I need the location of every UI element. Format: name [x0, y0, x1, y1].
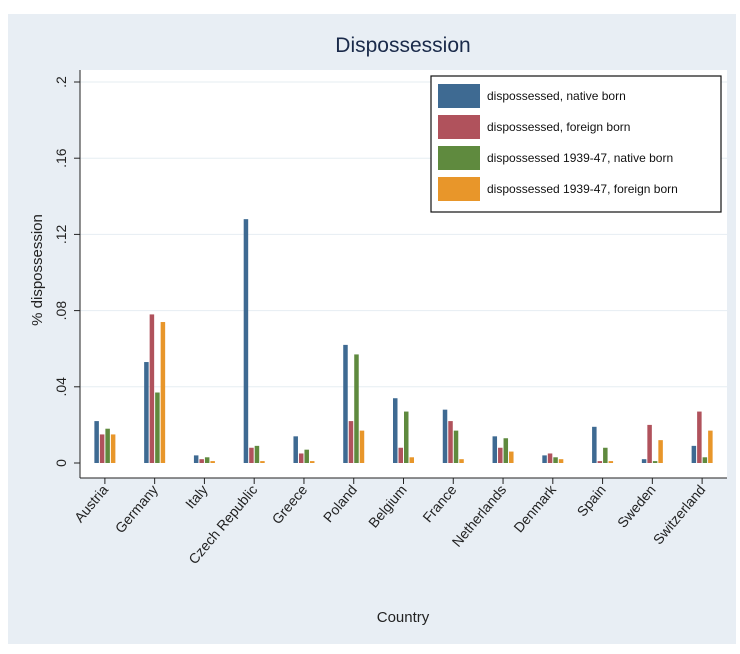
- bar: [398, 447, 403, 463]
- bar: [453, 430, 459, 463]
- bar: [304, 449, 309, 463]
- bar: [691, 445, 697, 463]
- bar: [553, 457, 558, 463]
- bar: [608, 461, 614, 463]
- bar: [359, 430, 365, 463]
- bar: [509, 451, 514, 463]
- x-tick-label: Poland: [320, 482, 360, 526]
- bar: [547, 453, 553, 463]
- bar: [94, 421, 99, 463]
- legend-label: dispossessed 1939-47, native born: [487, 151, 673, 165]
- bar: [542, 455, 547, 463]
- bar: [409, 457, 414, 463]
- bar: [597, 461, 603, 463]
- y-tick-label: .08: [53, 301, 69, 321]
- bar: [603, 447, 608, 463]
- y-axis-title: % dispossession: [29, 214, 46, 326]
- bar: [193, 455, 199, 463]
- chart-title: Dispossession: [335, 34, 470, 57]
- bar: [459, 459, 464, 463]
- bars: [94, 219, 713, 463]
- x-tick-label: Germany: [112, 482, 161, 536]
- x-tick-label: France: [419, 481, 459, 525]
- x-tick-label: Greece: [268, 481, 310, 527]
- bar: [448, 421, 453, 463]
- bar: [110, 434, 116, 463]
- y-tick-label: 0: [53, 459, 69, 467]
- bar: [155, 392, 160, 463]
- legend-swatch: [438, 177, 480, 201]
- y-tick-label: .04: [53, 377, 69, 397]
- bar: [658, 440, 663, 463]
- bar: [404, 411, 409, 463]
- bar: [697, 411, 702, 463]
- bar: [641, 459, 647, 463]
- bar: [144, 362, 149, 463]
- bar: [343, 344, 348, 463]
- bar: [293, 436, 298, 463]
- bar: [348, 421, 354, 463]
- bar: [442, 409, 448, 463]
- bar: [254, 445, 260, 463]
- x-tick-label: Spain: [574, 482, 609, 520]
- bar: [149, 314, 155, 463]
- x-tick-label: Austria: [71, 481, 111, 525]
- y-ticks: 0 .04 .08 .12 .16 .2: [53, 76, 80, 467]
- legend-label: dispossessed 1939-47, foreign born: [487, 182, 678, 196]
- y-tick-label: .16: [53, 148, 69, 168]
- x-tick-label: Italy: [182, 482, 211, 512]
- x-tick-label: Belgium: [365, 482, 410, 531]
- legend-swatch: [438, 115, 480, 139]
- x-axis-title: Country: [377, 609, 430, 626]
- bar: [592, 426, 597, 463]
- legend-label: dispossessed, native born: [487, 89, 626, 103]
- bar: [503, 438, 509, 463]
- bar: [260, 461, 265, 463]
- bar: [249, 447, 254, 463]
- y-tick-label: .12: [53, 224, 69, 244]
- bar: [652, 461, 658, 463]
- y-tick-label: .2: [53, 76, 69, 88]
- bar: [393, 398, 398, 463]
- bar: [160, 322, 166, 463]
- legend-swatch: [438, 84, 480, 108]
- legend-swatch: [438, 146, 480, 170]
- bar: [298, 453, 304, 463]
- legend: dispossessed, native born dispossessed, f…: [430, 75, 722, 213]
- bar: [199, 459, 204, 463]
- bar: [99, 434, 105, 463]
- bar: [309, 461, 315, 463]
- x-tick-label: Denmark: [510, 481, 559, 536]
- bar: [210, 461, 215, 463]
- bar: [558, 459, 564, 463]
- bar: [354, 354, 359, 463]
- bar: [243, 219, 249, 463]
- bar: [204, 457, 210, 463]
- bar: [498, 447, 503, 463]
- legend-label: dispossessed, foreign born: [487, 120, 630, 134]
- legend-entries: dispossessed, native born dispossessed, f…: [438, 84, 678, 201]
- bar: [702, 457, 708, 463]
- bar: [492, 436, 498, 463]
- bar: [647, 424, 652, 463]
- x-tick-label: Switzerland: [650, 482, 709, 548]
- x-tick-label: Sweden: [614, 482, 659, 531]
- bar: [708, 430, 713, 463]
- bar: [105, 428, 110, 463]
